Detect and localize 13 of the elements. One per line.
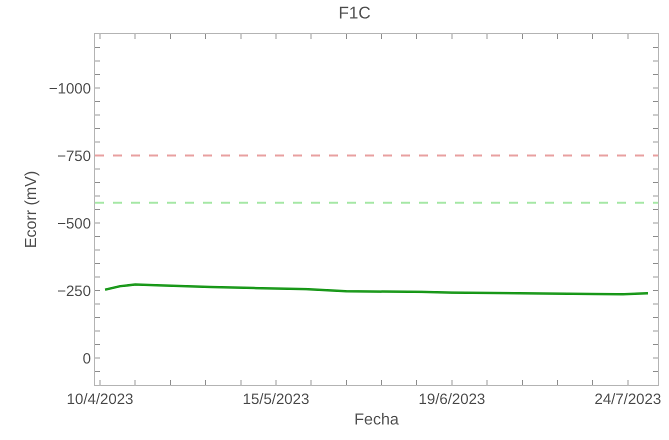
y-tick-label: −750	[57, 148, 91, 165]
x-tick-label: 24/7/2023	[594, 391, 662, 408]
y-tick-label: 0	[82, 350, 91, 368]
line-series	[104, 283, 650, 296]
y-tick-label: −500	[57, 215, 91, 232]
chart-title: F1C	[338, 4, 371, 22]
y-axis-title: Ecorr (mV)	[22, 170, 40, 248]
x-tick-label: 10/4/2023	[66, 391, 134, 408]
x-axis-title: Fecha	[354, 412, 399, 429]
x-tick-label: 15/5/2023	[242, 391, 310, 408]
y-tick-label: −250	[57, 282, 91, 300]
x-tick-label: 19/6/2023	[418, 391, 486, 408]
y-tick-label: −1000	[48, 80, 91, 98]
